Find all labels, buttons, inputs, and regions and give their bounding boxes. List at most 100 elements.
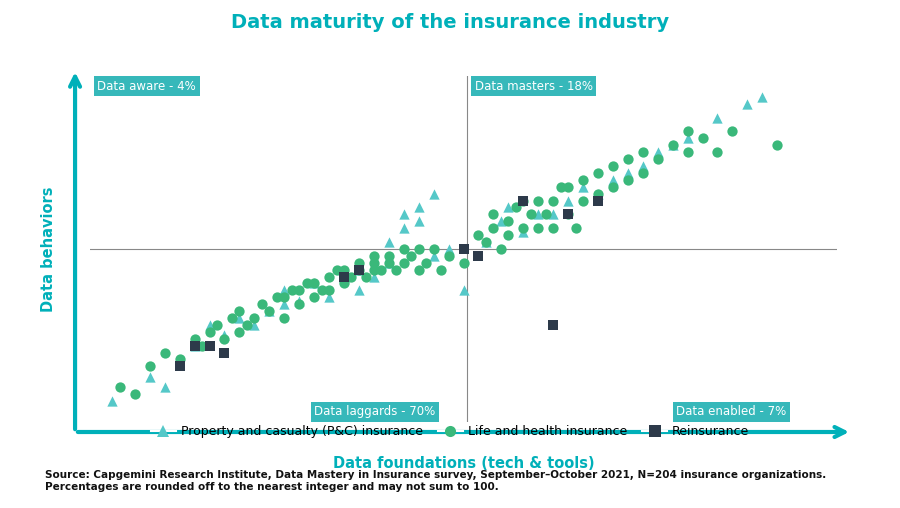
Point (217, 335, 231, 343)
Text: Data behaviors: Data behaviors (41, 186, 57, 312)
Point (411, 266, 426, 274)
Point (456, 245, 471, 253)
Point (531, 197, 545, 205)
Point (382, 238, 396, 246)
Point (546, 210, 561, 218)
Point (538, 210, 553, 218)
Point (173, 362, 187, 370)
Point (419, 259, 434, 267)
Point (352, 287, 366, 295)
Point (665, 141, 680, 149)
Point (217, 348, 231, 357)
Point (590, 169, 605, 177)
Point (576, 183, 590, 191)
Point (427, 245, 441, 253)
Point (569, 224, 583, 232)
Point (680, 148, 695, 156)
Point (173, 356, 187, 364)
Point (561, 210, 575, 218)
Point (322, 272, 337, 280)
Point (322, 293, 337, 301)
Point (441, 245, 455, 253)
Point (441, 252, 455, 260)
Point (590, 189, 605, 198)
Point (277, 314, 292, 322)
Point (606, 176, 620, 184)
Point (524, 210, 538, 218)
Point (680, 128, 695, 136)
Point (456, 259, 471, 267)
Point (546, 197, 561, 205)
Point (531, 210, 545, 218)
Point (366, 252, 381, 260)
Point (352, 266, 366, 274)
Point (411, 217, 426, 226)
Point (397, 224, 411, 232)
Point (352, 259, 366, 267)
Text: Data foundations (tech & tools): Data foundations (tech & tools) (333, 456, 594, 471)
Point (337, 272, 351, 280)
Point (232, 307, 247, 315)
Point (546, 224, 561, 232)
Text: Source: Capgemini Research Institute, Data Mastery in Insurance survey, Septembe: Source: Capgemini Research Institute, Da… (45, 470, 826, 492)
Point (337, 272, 351, 280)
Point (374, 266, 389, 274)
Point (307, 279, 321, 288)
Point (105, 397, 120, 405)
Point (112, 383, 127, 391)
Point (755, 93, 770, 101)
Point (561, 183, 575, 191)
Point (411, 245, 426, 253)
Point (696, 134, 710, 142)
Point (194, 341, 209, 350)
Point (292, 300, 306, 308)
Point (210, 321, 224, 329)
Point (248, 321, 262, 329)
Point (202, 321, 217, 329)
Point (292, 297, 306, 305)
Point (337, 266, 351, 274)
Point (576, 176, 590, 184)
Point (427, 189, 441, 198)
Point (590, 189, 605, 198)
Point (232, 328, 247, 336)
Point (434, 266, 448, 274)
Point (307, 293, 321, 301)
Point (337, 279, 351, 288)
Point (142, 373, 157, 381)
Point (516, 224, 530, 232)
Point (486, 210, 500, 218)
Point (501, 217, 516, 226)
Point (651, 148, 665, 156)
Point (382, 259, 396, 267)
Point (382, 259, 396, 267)
Point (635, 162, 650, 170)
Point (740, 100, 754, 108)
Point (427, 252, 441, 260)
Point (202, 328, 217, 336)
Point (493, 245, 508, 253)
Point (232, 314, 247, 322)
Point (366, 272, 381, 280)
Point (635, 148, 650, 156)
Point (725, 128, 740, 136)
Point (158, 348, 172, 357)
Point (344, 272, 358, 280)
Point (710, 148, 724, 156)
Point (366, 266, 381, 274)
Point (576, 197, 590, 205)
Point (366, 259, 381, 267)
Point (651, 155, 665, 163)
Point (479, 238, 493, 246)
Point (397, 210, 411, 218)
Point (359, 272, 374, 280)
Point (158, 383, 172, 391)
Point (621, 155, 635, 163)
Point (621, 176, 635, 184)
Point (501, 203, 516, 211)
Point (606, 183, 620, 191)
Point (621, 169, 635, 177)
Point (382, 252, 396, 260)
Point (472, 231, 486, 239)
Point (389, 266, 403, 274)
